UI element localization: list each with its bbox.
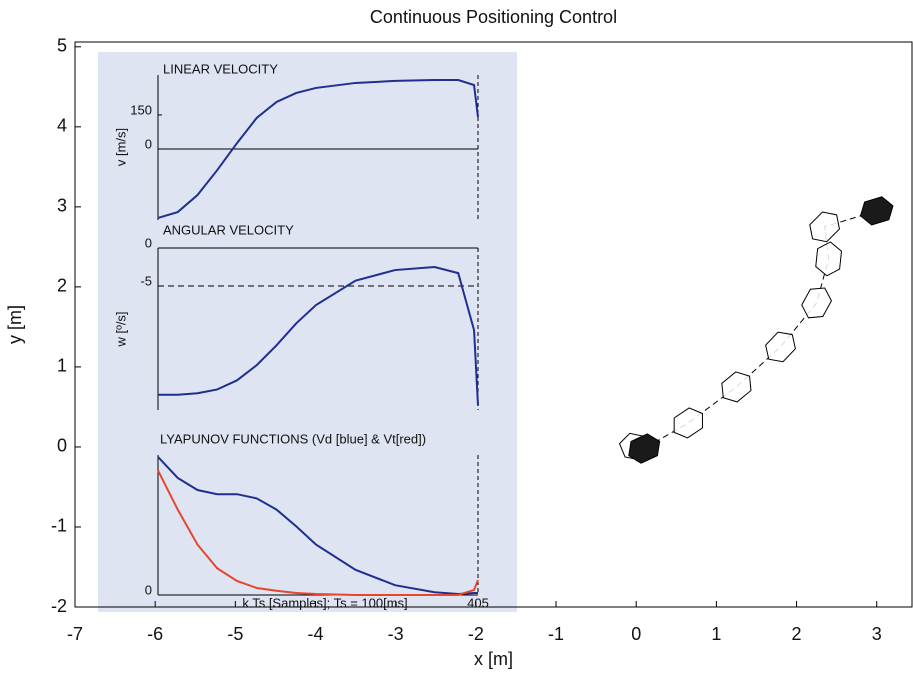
y-tick-label: -2 <box>51 596 67 616</box>
curve <box>158 266 479 406</box>
y-tick-label: 0 <box>145 136 152 151</box>
curve <box>157 78 479 219</box>
x-tick-label: 2 <box>792 624 802 644</box>
robot <box>801 287 833 319</box>
y-tick-label: -1 <box>51 516 67 536</box>
subplot-title: LYAPUNOV FUNCTIONS (Vd [blue] & Vt[red]) <box>160 431 426 446</box>
x-axis-label: k Ts [Samples]; Ts = 100[ms] <box>242 595 407 610</box>
subplot-title: ANGULAR VELOCITY <box>163 222 294 237</box>
robot <box>859 196 894 226</box>
y-tick-label: -5 <box>140 273 152 288</box>
x-tick-label: -3 <box>388 624 404 644</box>
x-tick-label: 0 <box>631 624 641 644</box>
trajectory <box>636 210 877 450</box>
y-tick-label: 1 <box>57 356 67 376</box>
inset-panel <box>98 52 517 612</box>
plot-frame <box>74 41 913 608</box>
x-tick-label: -6 <box>147 624 163 644</box>
x-axis-label: x [m] <box>474 649 513 669</box>
robot <box>721 371 752 403</box>
y-axis-label: v [m/s] <box>113 128 128 166</box>
robot <box>673 407 703 439</box>
y-tick-label: 0 <box>145 235 152 250</box>
x-tick-label: -7 <box>67 624 83 644</box>
x-tick-label: -2 <box>468 624 484 644</box>
y-tick-label: 4 <box>57 116 67 136</box>
y-tick-label: 2 <box>57 276 67 296</box>
robot <box>765 331 796 363</box>
y-tick-label: 5 <box>57 36 67 56</box>
x-tick-label: 405 <box>467 595 489 610</box>
y-tick-label: 0 <box>57 436 67 456</box>
x-tick-label: 3 <box>872 624 882 644</box>
x-tick-label: -5 <box>227 624 243 644</box>
robot <box>809 211 841 243</box>
x-tick-label: 1 <box>711 624 721 644</box>
x-tick-label: -4 <box>308 624 324 644</box>
curve <box>157 456 478 596</box>
subplot-title: LINEAR VELOCITY <box>163 61 278 76</box>
curve <box>157 469 479 596</box>
x-tick-label: -1 <box>548 624 564 644</box>
robot <box>628 433 661 464</box>
y-tick-label: 3 <box>57 196 67 216</box>
robot <box>815 241 843 277</box>
y-tick-label: 150 <box>130 102 152 117</box>
y-tick-label: 0 <box>145 582 152 597</box>
y-axis-label: w [º/s] <box>113 311 128 347</box>
y-axis-label: y [m] <box>5 305 25 344</box>
chart-title: Continuous Positioning Control <box>370 7 617 27</box>
